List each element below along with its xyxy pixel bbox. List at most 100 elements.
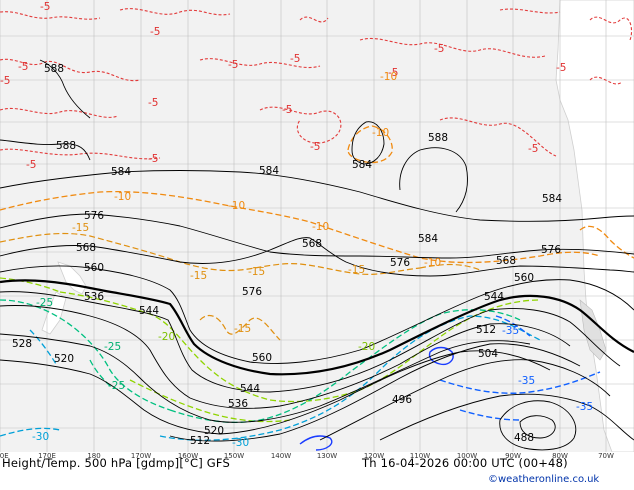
- temp-label: -5: [0, 75, 10, 87]
- sea-area: [0, 0, 634, 452]
- temp-label: -5: [528, 143, 538, 155]
- temp-labels-minus5: -5 -5 -5 -5 -5 -5 -5 -5 -5 -5 -5 -5 -5 -…: [0, 1, 566, 171]
- temp-label: -15: [348, 264, 365, 276]
- height-label: 576: [390, 257, 410, 269]
- credit-link[interactable]: ©weatheronline.co.uk: [488, 474, 600, 485]
- temp-label: -10: [228, 200, 245, 212]
- temp-label: -5: [148, 97, 158, 109]
- temp-label: -30: [232, 437, 249, 449]
- lon-label: 100W: [456, 452, 478, 460]
- height-label: 588: [428, 132, 448, 144]
- map-caption: Height/Temp. 500 hPa [gdmp][°C] GFS: [2, 456, 230, 470]
- temp-label: -35: [502, 325, 519, 337]
- temp-label: -5: [18, 61, 28, 73]
- lon-label: 170E: [38, 452, 56, 460]
- temp-label: -5: [310, 141, 320, 153]
- temp-label: -5: [148, 153, 158, 165]
- height-label: 584: [111, 166, 131, 178]
- temp-label: -15: [72, 222, 89, 234]
- temp-labels-minus25: -25 -25 -25: [36, 297, 125, 392]
- temp-label: -30: [32, 431, 49, 443]
- temp-label: -5: [556, 62, 566, 74]
- lon-label: 70W: [598, 452, 614, 460]
- height-label: 536: [228, 398, 248, 410]
- temp-labels-minus30: -30 -30: [32, 431, 249, 449]
- height-label: 504: [478, 348, 498, 360]
- lon-label: 140W: [270, 452, 292, 460]
- longitude-axis: 70E 170E 180 170W 160W 150W 140W 130W 12…: [0, 452, 634, 462]
- height-label: 512: [476, 324, 496, 336]
- lon-label: 80W: [552, 452, 568, 460]
- temp-label: -5: [290, 53, 300, 65]
- lon-label: 160W: [177, 452, 199, 460]
- temp-label: -5: [434, 43, 444, 55]
- temp-label: -25: [104, 341, 121, 353]
- lon-label: 130W: [316, 452, 338, 460]
- isotherm-minus30: [0, 315, 541, 441]
- height-label: 584: [259, 165, 279, 177]
- height-label: 520: [54, 353, 74, 365]
- height-label: 512: [190, 435, 210, 447]
- temp-label: -35: [576, 401, 593, 413]
- height-label: 584: [418, 233, 438, 245]
- height-label: 588: [44, 63, 64, 75]
- height-label: 588: [56, 140, 76, 152]
- height-label: 576: [242, 286, 262, 298]
- temp-label: -10: [424, 257, 441, 269]
- temp-label: -15: [248, 266, 265, 278]
- lon-label: 150W: [223, 452, 245, 460]
- height-label: 584: [542, 193, 562, 205]
- temp-label: -5: [150, 26, 160, 38]
- temp-label: -10: [380, 71, 397, 83]
- temp-labels-minus10: -10 -10 -10 -10 -10 -10: [114, 71, 441, 269]
- temp-label: -5: [228, 59, 238, 71]
- height-label: 568: [302, 238, 322, 250]
- footer-bar: [0, 452, 634, 490]
- height-label: 568: [76, 242, 96, 254]
- height-labels: 588 588 584 584 584 584 588 584 576 568 …: [12, 63, 562, 447]
- height-label: 560: [84, 262, 104, 274]
- temp-label: -5: [40, 1, 50, 13]
- temp-label: -25: [108, 380, 125, 392]
- height-label: 576: [84, 210, 104, 222]
- height-label: 544: [484, 291, 504, 303]
- height-label: 536: [84, 291, 104, 303]
- lon-label: 180: [87, 452, 101, 460]
- temp-labels-minus15: -15 -15 -15 -15 -15: [72, 222, 365, 335]
- temp-label: -15: [234, 323, 251, 335]
- height-label: 520: [204, 425, 224, 437]
- height-label: 544: [139, 305, 159, 317]
- height-label: 496: [392, 394, 412, 406]
- temp-label: -20: [158, 331, 175, 343]
- temp-labels-minus20: -20 -20: [158, 331, 375, 353]
- temp-label: -10: [372, 127, 389, 139]
- height-label: 568: [496, 255, 516, 267]
- temp-label: -35: [518, 375, 535, 387]
- lon-label: 90W: [505, 452, 521, 460]
- height-label: 528: [12, 338, 32, 350]
- height-label: 560: [252, 352, 272, 364]
- valid-datetime: Th 16-04-2026 00:00 UTC (00+48): [362, 456, 568, 470]
- temp-label: -5: [388, 67, 398, 79]
- temp-label: -5: [26, 159, 36, 171]
- isotherm-minus5: [0, 8, 633, 160]
- map-canvas: 588 588 584 584 584 584 588 584 576 568 …: [0, 0, 634, 452]
- temp-label: -10: [312, 221, 329, 233]
- height-label: 576: [541, 244, 561, 256]
- graticule: [0, 0, 634, 452]
- height-label: 544: [240, 383, 260, 395]
- height-label: 488: [514, 432, 534, 444]
- height-label: 560: [514, 272, 534, 284]
- lon-label: 110W: [409, 452, 431, 460]
- lon-label: 120W: [363, 452, 385, 460]
- height-label: 584: [352, 159, 372, 171]
- temp-label: -20: [358, 341, 375, 353]
- temp-label: -10: [114, 191, 131, 203]
- temp-label: -5: [282, 104, 292, 116]
- isotherm-minus15: [0, 232, 481, 341]
- isotherm-minus10: [0, 125, 634, 264]
- temp-labels-minus35: -35 -35 -35: [502, 325, 593, 413]
- lon-label: 170W: [130, 452, 152, 460]
- lon-label: 70E: [0, 452, 9, 460]
- temp-label: -25: [36, 297, 53, 309]
